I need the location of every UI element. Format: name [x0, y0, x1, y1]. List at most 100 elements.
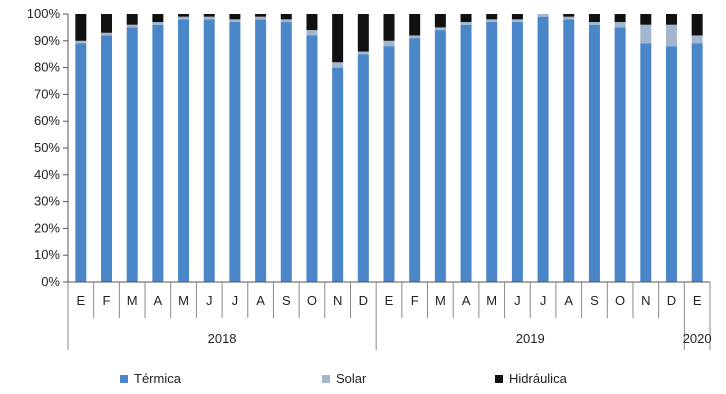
- bar-t-rmica-3: [152, 24, 164, 282]
- bar-hidr-ulica-6: [229, 14, 241, 20]
- bar-solar-9: [306, 30, 318, 36]
- y-tick-label: 20%: [34, 220, 60, 235]
- bar-t-rmica-0: [75, 43, 87, 283]
- bar-solar-6: [229, 19, 241, 23]
- bar-solar-17: [511, 19, 523, 23]
- bar-hidr-ulica-14: [434, 14, 446, 28]
- bar-hidr-ulica-21: [614, 14, 626, 23]
- bar-t-rmica-22: [640, 43, 652, 283]
- legend-swatch: [120, 375, 128, 383]
- bar-t-rmica-9: [306, 35, 318, 282]
- x-tick-label: N: [333, 293, 342, 308]
- y-tick-label: 0%: [41, 274, 60, 289]
- bar-solar-24: [691, 35, 703, 44]
- x-tick-label: J: [540, 293, 547, 308]
- x-tick-label: A: [154, 293, 163, 308]
- bar-solar-20: [588, 22, 600, 25]
- bar-hidr-ulica-0: [75, 14, 87, 41]
- bar-t-rmica-2: [126, 27, 138, 283]
- x-tick-label: J: [514, 293, 521, 308]
- x-tick-label: F: [103, 293, 111, 308]
- x-tick-label: S: [282, 293, 291, 308]
- x-tick-label: E: [77, 293, 86, 308]
- bar-hidr-ulica-2: [126, 14, 138, 25]
- bar-t-rmica-18: [537, 16, 549, 283]
- bar-t-rmica-1: [101, 35, 113, 282]
- bar-hidr-ulica-15: [460, 14, 472, 23]
- x-tick-label: S: [590, 293, 599, 308]
- plot-area: [75, 14, 703, 283]
- y-tick-label: 80%: [34, 60, 60, 75]
- bar-t-rmica-23: [665, 46, 677, 282]
- bar-solar-23: [665, 24, 677, 47]
- legend-label: Hidráulica: [509, 371, 568, 386]
- bar-hidr-ulica-7: [255, 14, 267, 17]
- bar-solar-13: [409, 35, 421, 39]
- bar-hidr-ulica-17: [511, 14, 523, 20]
- legend-swatch: [322, 375, 330, 383]
- bar-solar-7: [255, 16, 267, 20]
- x-tick-label: D: [359, 293, 368, 308]
- bar-hidr-ulica-1: [101, 14, 113, 33]
- legend-label: Solar: [336, 371, 367, 386]
- bar-solar-22: [640, 24, 652, 44]
- x-tick-label: O: [615, 293, 625, 308]
- bar-t-rmica-17: [511, 22, 523, 282]
- bar-hidr-ulica-16: [486, 14, 498, 20]
- bar-solar-4: [178, 16, 190, 20]
- legend-label: Térmica: [134, 371, 182, 386]
- bar-hidr-ulica-4: [178, 14, 190, 17]
- bar-solar-15: [460, 22, 472, 25]
- x-tick-label: E: [385, 293, 394, 308]
- x-tick-label: M: [127, 293, 138, 308]
- bar-hidr-ulica-19: [563, 14, 575, 17]
- x-tick-label: M: [486, 293, 497, 308]
- bar-t-rmica-6: [229, 22, 241, 282]
- bar-solar-1: [101, 32, 113, 36]
- legend: Térmica Solar Hidráulica: [120, 371, 568, 386]
- bar-t-rmica-13: [409, 38, 421, 283]
- bar-hidr-ulica-5: [203, 14, 215, 17]
- y-tick-label: 10%: [34, 247, 60, 262]
- bar-hidr-ulica-9: [306, 14, 318, 31]
- bar-solar-12: [383, 40, 395, 47]
- y-tick-label: 50%: [34, 140, 60, 155]
- bar-t-rmica-4: [178, 19, 190, 283]
- x-tick-label: D: [667, 293, 676, 308]
- bar-solar-0: [75, 40, 87, 44]
- bar-hidr-ulica-10: [332, 14, 344, 63]
- y-tick-label: 60%: [34, 113, 60, 128]
- x-tick-label: M: [435, 293, 446, 308]
- bar-solar-21: [614, 22, 626, 28]
- legend-swatch: [495, 375, 503, 383]
- bar-hidr-ulica-3: [152, 14, 164, 23]
- bar-hidr-ulica-20: [588, 14, 600, 23]
- bar-t-rmica-21: [614, 27, 626, 283]
- x-tick-label: A: [256, 293, 265, 308]
- x-tick-label: J: [232, 293, 239, 308]
- y-tick-label: 90%: [34, 33, 60, 48]
- bar-t-rmica-5: [203, 19, 215, 283]
- y-tick-label: 70%: [34, 86, 60, 101]
- bar-solar-18: [537, 14, 549, 17]
- x-group-label: 2018: [208, 331, 237, 346]
- bar-t-rmica-19: [563, 19, 575, 283]
- bar-t-rmica-10: [332, 67, 344, 282]
- bar-solar-3: [152, 22, 164, 25]
- bar-t-rmica-24: [691, 43, 703, 283]
- bar-solar-19: [563, 16, 575, 20]
- bar-t-rmica-14: [434, 30, 446, 282]
- bar-t-rmica-8: [280, 22, 292, 282]
- bar-solar-8: [280, 19, 292, 23]
- bar-hidr-ulica-23: [665, 14, 677, 25]
- bar-hidr-ulica-24: [691, 14, 703, 36]
- y-tick-label: 100%: [27, 6, 61, 21]
- x-tick-label: J: [206, 293, 213, 308]
- x-tick-label: N: [641, 293, 650, 308]
- bar-t-rmica-12: [383, 46, 395, 282]
- bar-hidr-ulica-12: [383, 14, 395, 41]
- y-tick-label: 30%: [34, 194, 60, 209]
- x-tick-label: E: [693, 293, 702, 308]
- bar-solar-5: [203, 16, 215, 20]
- bar-hidr-ulica-22: [640, 14, 652, 25]
